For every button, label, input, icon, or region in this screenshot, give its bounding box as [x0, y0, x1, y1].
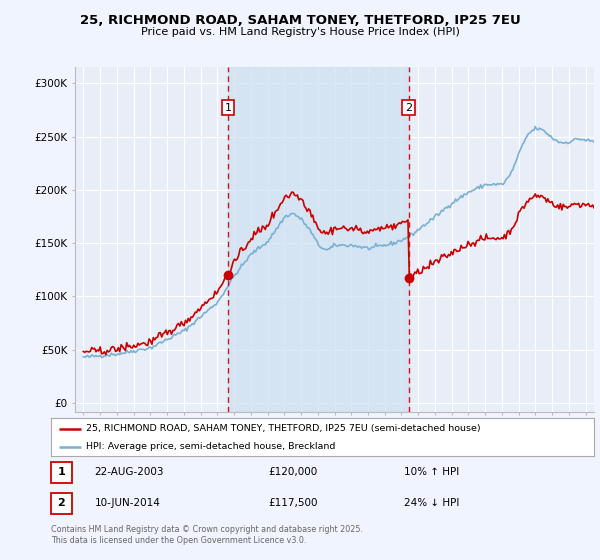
Bar [228, 67, 409, 412]
Text: 1: 1 [224, 102, 232, 113]
Text: 1: 1 [58, 467, 65, 477]
Text: 10-JUN-2014: 10-JUN-2014 [94, 498, 160, 508]
Text: 22-AUG-2003: 22-AUG-2003 [94, 467, 164, 477]
Text: £117,500: £117,500 [268, 498, 318, 508]
Text: Contains HM Land Registry data © Crown copyright and database right 2025.
This d: Contains HM Land Registry data © Crown c… [51, 525, 363, 545]
FancyBboxPatch shape [51, 493, 71, 514]
Text: HPI: Average price, semi-detached house, Breckland: HPI: Average price, semi-detached house,… [86, 442, 335, 451]
Text: £120,000: £120,000 [268, 467, 317, 477]
Text: 25, RICHMOND ROAD, SAHAM TONEY, THETFORD, IP25 7EU (semi-detached house): 25, RICHMOND ROAD, SAHAM TONEY, THETFORD… [86, 424, 481, 433]
Text: 24% ↓ HPI: 24% ↓ HPI [404, 498, 460, 508]
Text: 2: 2 [58, 498, 65, 508]
FancyBboxPatch shape [51, 461, 71, 483]
Text: 10% ↑ HPI: 10% ↑ HPI [404, 467, 459, 477]
Text: 2: 2 [405, 102, 412, 113]
Text: 25, RICHMOND ROAD, SAHAM TONEY, THETFORD, IP25 7EU: 25, RICHMOND ROAD, SAHAM TONEY, THETFORD… [80, 14, 520, 27]
Text: Price paid vs. HM Land Registry's House Price Index (HPI): Price paid vs. HM Land Registry's House … [140, 27, 460, 37]
